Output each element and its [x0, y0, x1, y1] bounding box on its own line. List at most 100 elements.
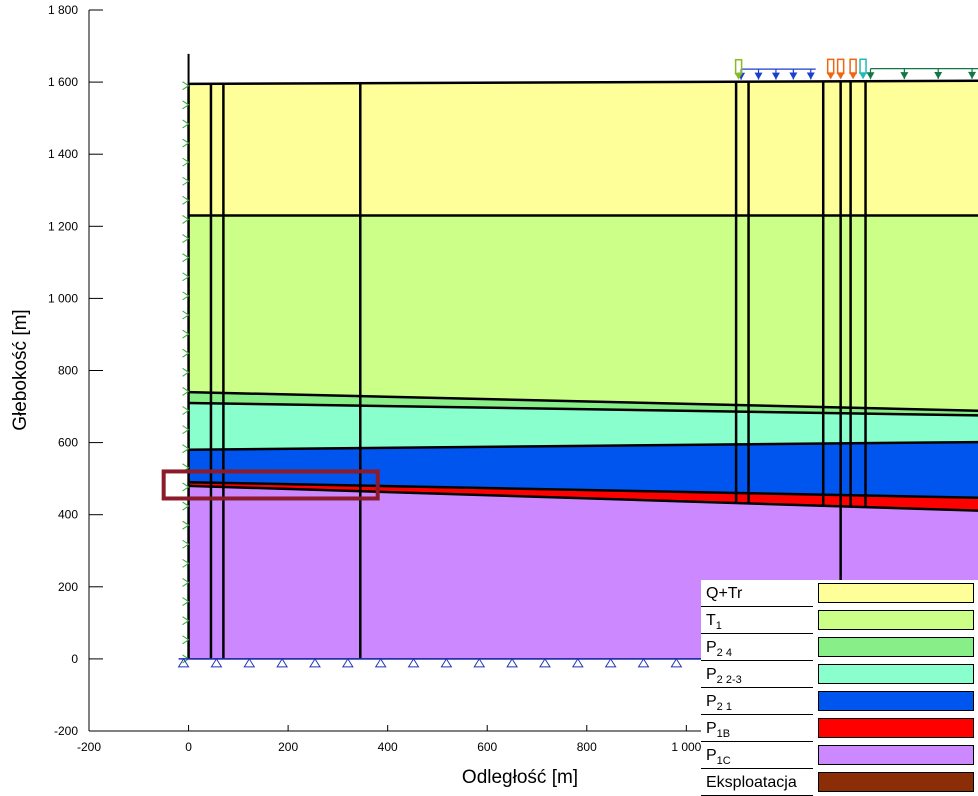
y-tick-label: 1 800 — [48, 3, 78, 17]
layer-area-1 — [188, 80, 978, 216]
legend-label-main: P — [706, 693, 717, 710]
layer-area-5 — [188, 442, 978, 498]
legend-label: P2 4 — [706, 639, 732, 659]
base-support-marker — [210, 657, 223, 668]
layer-boundary-7 — [188, 484, 978, 512]
left-support-marker — [182, 81, 190, 91]
legend-label-main: Eksploatacja — [706, 774, 797, 791]
base-support-marker — [571, 657, 584, 668]
left-support-marker — [182, 195, 190, 205]
x-tick-label: 1 000 — [671, 740, 701, 754]
left-support-marker — [182, 329, 190, 339]
left-support-marker — [182, 119, 190, 129]
base-support-marker — [637, 657, 650, 668]
legend-swatch — [818, 637, 974, 657]
legend-swatch — [818, 691, 974, 711]
x-tick-label: 600 — [477, 740, 497, 754]
base-support-marker — [539, 657, 551, 668]
point-load-marker — [826, 58, 835, 75]
legend-swatch — [818, 772, 974, 792]
base-support-marker — [407, 657, 420, 668]
legend-item: P2 1 — [701, 688, 978, 715]
base-support-marker — [309, 657, 321, 668]
legend-swatch — [818, 664, 974, 684]
surface-load-arrow-head — [968, 71, 977, 79]
point-load-arrow-head — [849, 72, 858, 80]
legend-label-main: Q+Tr — [706, 585, 743, 602]
left-support-marker — [182, 157, 190, 167]
left-support-marker — [182, 253, 190, 263]
y-tick-label: 1 400 — [48, 147, 78, 161]
point-load-arrow-head — [859, 72, 868, 80]
legend-item: P1B — [701, 715, 978, 742]
left-support-marker — [182, 635, 190, 645]
legend-label-subscript: 1B — [716, 728, 731, 741]
point-load-arrow-head — [826, 72, 835, 80]
surface-load-arrow-head — [934, 71, 943, 79]
legend-label-subscript: 1 — [715, 620, 722, 633]
legend-item: P1C — [701, 742, 978, 769]
left-support-marker — [182, 558, 190, 568]
legend: Q+Tr T1 P2 4 P2 2-3 P2 1 P1B P1C Eksploatacja — [701, 580, 978, 796]
layer-area-2 — [188, 215, 978, 411]
y-tick-label: 1 000 — [48, 291, 78, 305]
left-support-marker — [182, 176, 190, 186]
left-support-marker — [182, 386, 190, 396]
legend-divider — [701, 687, 813, 688]
legend-label-subscript: 2 1 — [716, 701, 732, 714]
left-support-marker — [182, 272, 190, 282]
left-support-marker — [182, 291, 190, 301]
surface-load-arrow-head — [771, 72, 780, 80]
x-axis-title: Odległość [m] — [462, 767, 578, 788]
left-support-marker — [182, 367, 190, 377]
legend-divider — [701, 606, 813, 607]
y-axis-title: Głebokość [m] — [10, 309, 31, 430]
legend-label: P2 1 — [706, 693, 732, 713]
legend-label-main: P — [706, 747, 717, 764]
left-support-marker — [182, 520, 190, 530]
left-support-marker — [182, 100, 190, 110]
y-tick-label: 600 — [58, 436, 78, 450]
layer-boundary-6 — [188, 481, 978, 499]
legend-item: P2 2-3 — [701, 661, 978, 688]
legend-label-subscript: 2 2-3 — [716, 674, 742, 687]
highlight-box — [161, 469, 380, 501]
left-support-marker — [182, 215, 190, 224]
surface-load-arrow-head — [900, 72, 909, 80]
left-support-marker — [182, 578, 190, 587]
legend-label-main: P — [706, 720, 717, 737]
left-support-marker — [182, 406, 190, 415]
x-tick-label: 800 — [577, 740, 597, 754]
base-support-marker — [243, 657, 256, 668]
base-support-marker — [440, 657, 453, 668]
layer-boundary-1 — [188, 79, 978, 86]
point-load-marker — [849, 58, 857, 75]
legend-label: Q+Tr — [706, 585, 742, 603]
legend-label: Eksploatacja — [706, 774, 797, 792]
left-support-marker — [182, 482, 190, 492]
left-support-marker — [182, 348, 190, 358]
surface-load-arrow-head — [789, 72, 798, 80]
left-support-marker — [182, 616, 190, 626]
point-load-marker — [859, 58, 867, 75]
point-load-arrow-head — [836, 72, 845, 80]
y-tick-label: -200 — [54, 724, 78, 738]
base-support-marker — [506, 657, 519, 668]
left-support-marker — [182, 138, 190, 148]
y-tick-label: 1 600 — [48, 75, 78, 89]
legend-swatch — [818, 583, 974, 603]
legend-label-main: P — [706, 666, 717, 683]
legend-divider — [701, 768, 813, 769]
base-support-marker — [670, 657, 683, 668]
y-tick-label: 200 — [58, 580, 78, 594]
x-tick-label: 0 — [185, 740, 192, 754]
base-support-marker — [604, 657, 617, 668]
surface-load-arrow-head — [754, 72, 763, 80]
legend-divider — [701, 714, 813, 715]
base-support-marker — [473, 657, 486, 668]
layer-boundary-5 — [188, 440, 978, 452]
legend-swatch — [818, 718, 974, 738]
surface-load-arrow-head — [806, 72, 815, 80]
legend-item: Q+Tr — [701, 580, 978, 607]
left-support-marker — [182, 539, 190, 549]
